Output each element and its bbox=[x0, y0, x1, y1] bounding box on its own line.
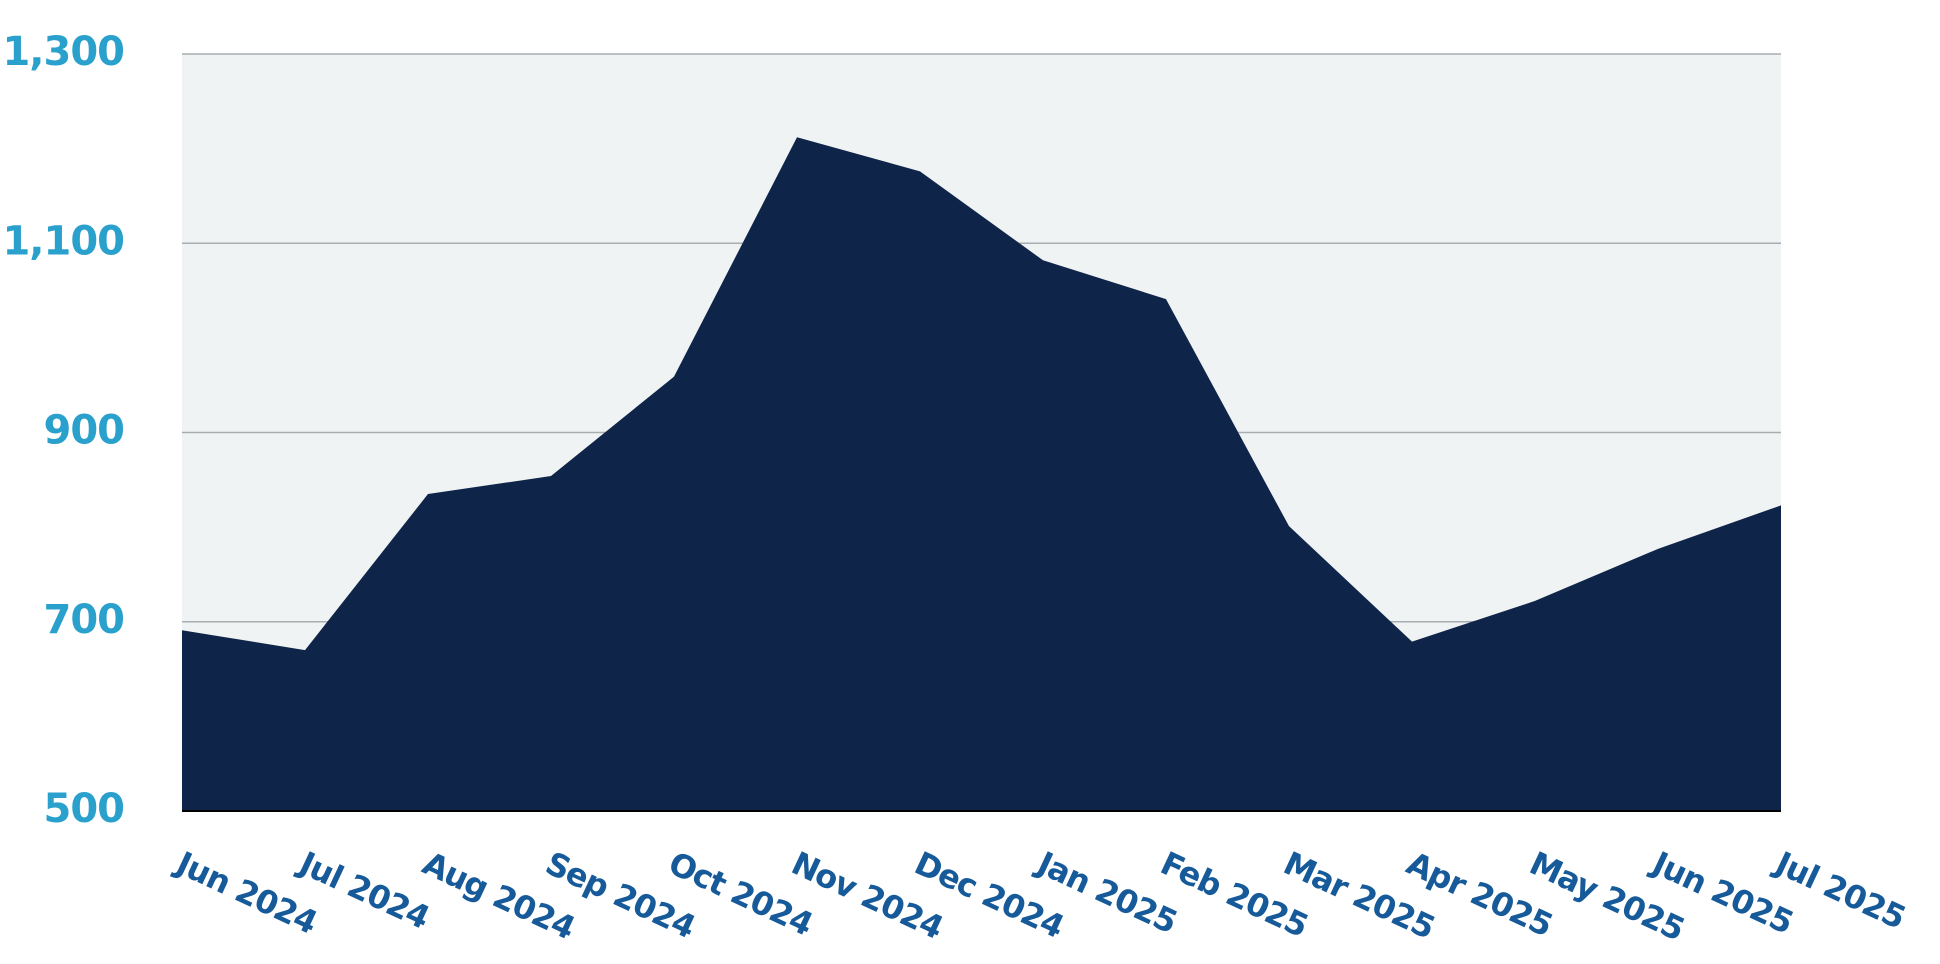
y-tick-label: 1,100 bbox=[2, 218, 124, 264]
area bbox=[182, 137, 1781, 811]
y-tick-label: 500 bbox=[44, 786, 125, 832]
y-tick-label: 700 bbox=[44, 597, 125, 643]
y-tick-label: 1,300 bbox=[2, 29, 124, 75]
y-tick-label: 900 bbox=[44, 408, 125, 454]
x-tick-label: Jun 2024 bbox=[169, 843, 323, 942]
